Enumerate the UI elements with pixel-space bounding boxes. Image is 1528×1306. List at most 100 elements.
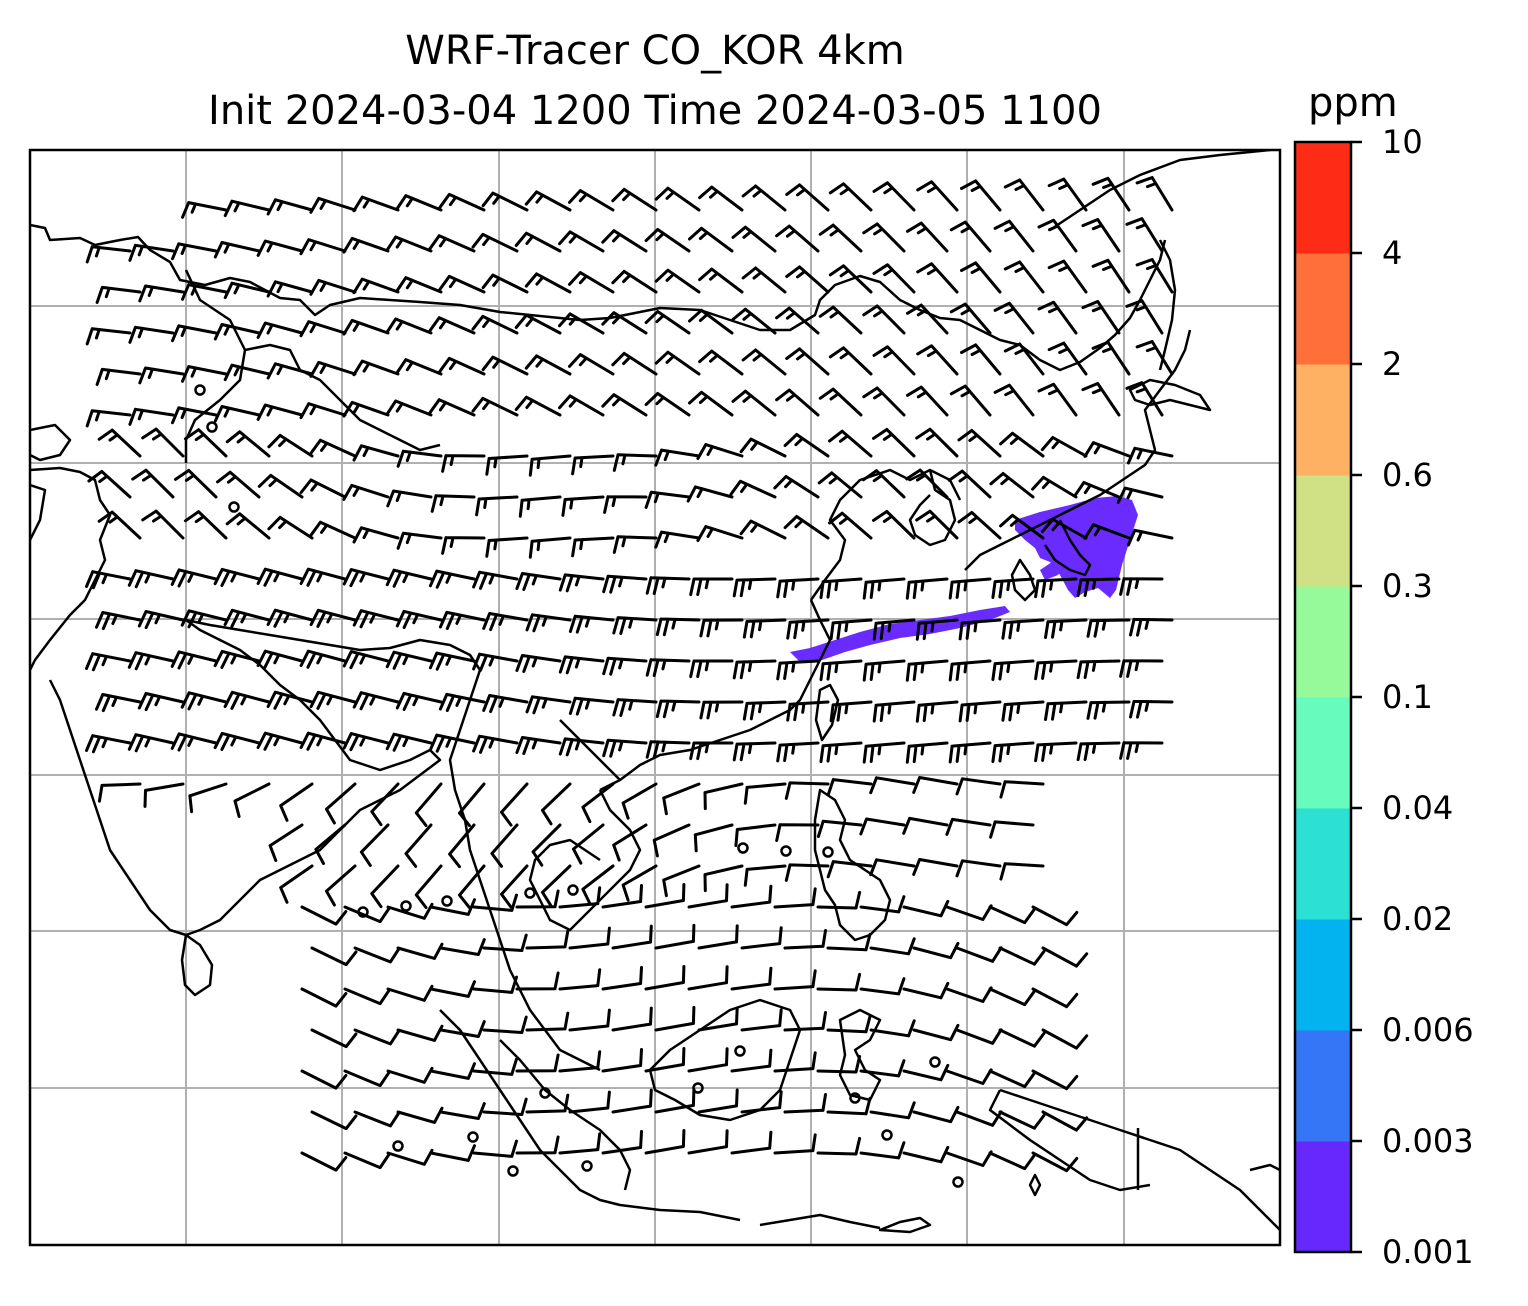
wind-barb [989, 472, 1035, 499]
wind-barb [299, 649, 347, 669]
wind-barb [1047, 259, 1088, 294]
wind-barb [395, 609, 443, 629]
wind-barb [279, 864, 314, 904]
wind-barb [352, 609, 400, 629]
wind-barb [257, 473, 304, 499]
wind-barb [698, 185, 744, 212]
wind-barb [743, 782, 787, 805]
wind-barb [325, 782, 357, 825]
wind-barb [872, 345, 916, 376]
wind-barb [740, 1090, 783, 1114]
wind-barb [826, 932, 872, 952]
wind-barb [300, 1069, 348, 1090]
wind-barb [729, 479, 777, 499]
wind-barb [730, 1048, 773, 1073]
wind-barb [1037, 218, 1078, 253]
wind-barb [97, 510, 142, 540]
wind-barb [395, 276, 443, 294]
wind-barb [999, 431, 1045, 458]
wind-barb [448, 823, 476, 869]
wind-barb [773, 475, 820, 499]
wind-barb [601, 1048, 643, 1073]
wind-barb [730, 1130, 773, 1155]
wind-barb [859, 977, 906, 996]
wind-barb [872, 263, 916, 294]
wind-barb [602, 574, 648, 594]
wind-barb [213, 649, 261, 669]
wind-barb [299, 320, 347, 338]
wind-barb [869, 1101, 916, 1120]
wind-barb [541, 864, 572, 908]
wind-barb [525, 1093, 570, 1114]
wind-barb [654, 923, 696, 950]
wind-barb [1119, 659, 1164, 678]
wind-barb [730, 884, 773, 909]
wind-barb [786, 700, 830, 722]
wind-barb [958, 700, 1002, 723]
wind-barb [991, 577, 1035, 599]
wind-barb [688, 390, 734, 417]
wind-barb [612, 616, 658, 635]
wind-barb [988, 1069, 1036, 1089]
wind-barb [826, 1014, 872, 1034]
wind-barb [912, 1105, 960, 1124]
wind-barb [644, 310, 691, 335]
wind-barb [310, 1110, 358, 1131]
colorbar-segment [1295, 1141, 1351, 1253]
wind-barb [558, 573, 605, 593]
wind-barb [458, 864, 486, 910]
wind-barb [386, 984, 434, 1002]
wind-barb [1034, 741, 1078, 763]
wind-barb [652, 823, 691, 858]
wind-barb [915, 700, 959, 723]
wind-barb [256, 567, 304, 587]
wind-barb [1135, 258, 1174, 294]
wind-barb [740, 926, 783, 950]
wind-barb [1126, 446, 1174, 465]
wind-barb [989, 820, 1035, 839]
wind-barb [915, 427, 959, 458]
wind-barb [1076, 659, 1121, 680]
lat-lon-gridlines [30, 150, 1280, 1245]
wind-barb [696, 525, 744, 542]
wind-barb [915, 509, 959, 540]
wind-barb [385, 317, 433, 335]
wind-barb [743, 864, 787, 887]
wind-barbs [85, 176, 1174, 1173]
wind-barb [654, 1087, 696, 1114]
wind-barb [500, 782, 529, 827]
wind-barb [998, 946, 1046, 966]
wind-barb [948, 577, 992, 600]
wind-barb [439, 1102, 486, 1120]
wind-barb [353, 946, 401, 964]
wind-barb [776, 741, 820, 763]
wind-barb [1135, 340, 1174, 376]
wind-barb [645, 576, 691, 595]
wind-barb [180, 609, 228, 629]
wind-barb [1037, 382, 1078, 417]
wind-barb [472, 734, 519, 754]
wind-barb [558, 1132, 602, 1155]
wind-barb [482, 1015, 528, 1034]
wind-barb [611, 1006, 653, 1032]
wind-barb [342, 483, 390, 501]
wind-barb [775, 306, 820, 335]
wind-barb [872, 700, 916, 723]
wind-barb [611, 1088, 653, 1114]
wind-barb [385, 732, 433, 752]
wind-barb [170, 568, 218, 588]
wind-barb [223, 608, 271, 628]
wind-barb [571, 454, 615, 476]
wind-barb [739, 519, 787, 540]
wind-barb [1119, 741, 1164, 760]
map-title: WRF-Tracer CO_KOR 4km [405, 28, 905, 74]
colorbar-tick-label: 10 [1382, 123, 1423, 161]
wind-barb [601, 393, 648, 417]
wind-barb [776, 659, 820, 681]
wind-barb [826, 778, 873, 797]
wind-barb [612, 823, 648, 862]
wind-barb [955, 1028, 1003, 1045]
wind-barb [696, 443, 744, 460]
wind-barb [1003, 260, 1045, 294]
wind-barb [872, 510, 916, 540]
